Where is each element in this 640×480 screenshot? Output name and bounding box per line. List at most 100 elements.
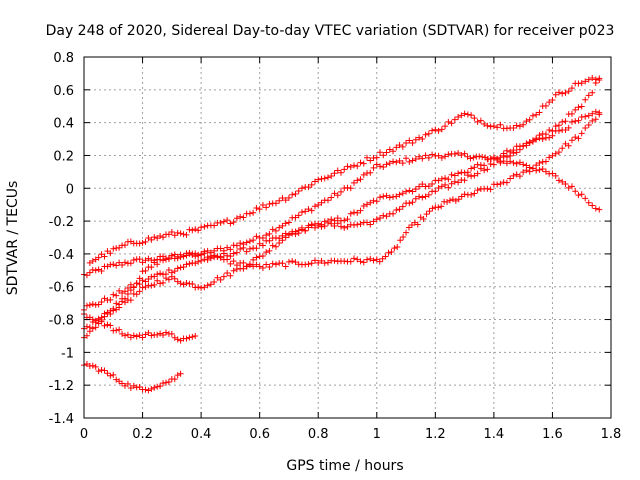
data-point — [377, 163, 384, 170]
data-point — [318, 223, 325, 230]
data-point — [426, 208, 433, 215]
data-point — [425, 130, 432, 137]
data-point — [464, 111, 471, 118]
data-point — [364, 154, 371, 161]
data-point — [148, 386, 155, 393]
data-point — [585, 76, 592, 83]
data-point — [174, 336, 181, 343]
y-tick-label: -0.2 — [49, 215, 74, 230]
y-tick-label: 0.6 — [53, 84, 74, 99]
data-point — [237, 240, 244, 247]
data-point — [139, 284, 146, 291]
data-point — [565, 124, 572, 131]
data-point — [321, 223, 328, 230]
data-point — [377, 215, 384, 222]
data-point — [380, 164, 387, 171]
data-point — [474, 187, 481, 194]
data-point — [390, 148, 397, 155]
plot-frame — [83, 56, 612, 419]
data-point — [394, 243, 401, 250]
data-point — [130, 332, 137, 339]
series-track-6 — [81, 311, 199, 344]
data-point — [390, 210, 397, 217]
data-point — [376, 258, 383, 265]
data-point — [529, 165, 536, 172]
data-point — [324, 174, 331, 181]
data-point — [409, 199, 416, 206]
data-point — [207, 255, 214, 262]
data-point — [154, 383, 161, 390]
data-point — [435, 177, 442, 184]
x-tick-label: 0 — [80, 427, 88, 442]
data-point — [572, 118, 579, 125]
data-point — [367, 157, 374, 164]
data-point — [107, 322, 114, 329]
data-point — [416, 134, 423, 141]
data-point — [204, 247, 211, 254]
y-tick-label: -0.6 — [49, 281, 74, 296]
data-point — [305, 206, 312, 213]
data-point — [162, 379, 169, 386]
data-point — [344, 184, 351, 191]
data-point — [183, 280, 190, 286]
data-point — [429, 205, 436, 212]
data-point — [302, 227, 309, 234]
data-point — [425, 183, 432, 190]
data-point — [592, 205, 599, 212]
data-point — [98, 267, 105, 274]
data-point — [334, 167, 341, 174]
data-point — [154, 331, 161, 338]
data-point — [435, 185, 442, 192]
series-track-7 — [81, 361, 184, 394]
data-point — [596, 111, 603, 118]
data-point — [568, 137, 575, 144]
data-point — [201, 223, 208, 230]
data-point — [520, 143, 527, 150]
data-point — [89, 362, 96, 369]
data-point — [331, 217, 338, 224]
data-point — [285, 258, 292, 265]
data-point — [285, 231, 292, 238]
data-point — [397, 237, 404, 244]
data-point — [533, 167, 540, 174]
data-point — [373, 198, 380, 205]
data-point — [195, 284, 202, 291]
data-point — [148, 264, 155, 271]
data-point — [177, 280, 184, 287]
data-point — [578, 80, 585, 87]
data-point — [130, 257, 137, 264]
data-point — [451, 151, 458, 158]
data-point — [367, 221, 374, 228]
data-point — [373, 161, 380, 168]
data-point — [107, 296, 114, 303]
data-point — [503, 153, 510, 160]
series-track-2 — [81, 108, 603, 313]
data-point — [220, 273, 227, 280]
data-point — [542, 168, 549, 175]
data-point — [227, 253, 234, 260]
data-point — [224, 270, 231, 277]
data-point — [396, 157, 403, 164]
data-point — [334, 215, 341, 222]
data-point — [142, 267, 149, 274]
data-point — [259, 201, 266, 208]
data-point — [256, 263, 263, 270]
y-tick-label: -0.8 — [49, 314, 74, 329]
data-point — [572, 188, 579, 195]
data-point — [315, 176, 322, 183]
data-point — [503, 160, 510, 167]
data-point — [559, 118, 566, 125]
data-point — [324, 219, 331, 226]
data-point — [110, 371, 117, 378]
data-point — [263, 204, 270, 211]
data-point — [523, 118, 530, 125]
data-point — [198, 284, 205, 291]
data-point — [256, 206, 263, 213]
data-point — [386, 146, 393, 153]
data-point — [529, 112, 536, 119]
data-point — [130, 382, 137, 389]
data-point — [269, 260, 276, 267]
data-point — [298, 224, 305, 231]
data-point — [582, 125, 589, 132]
data-point — [151, 234, 158, 241]
